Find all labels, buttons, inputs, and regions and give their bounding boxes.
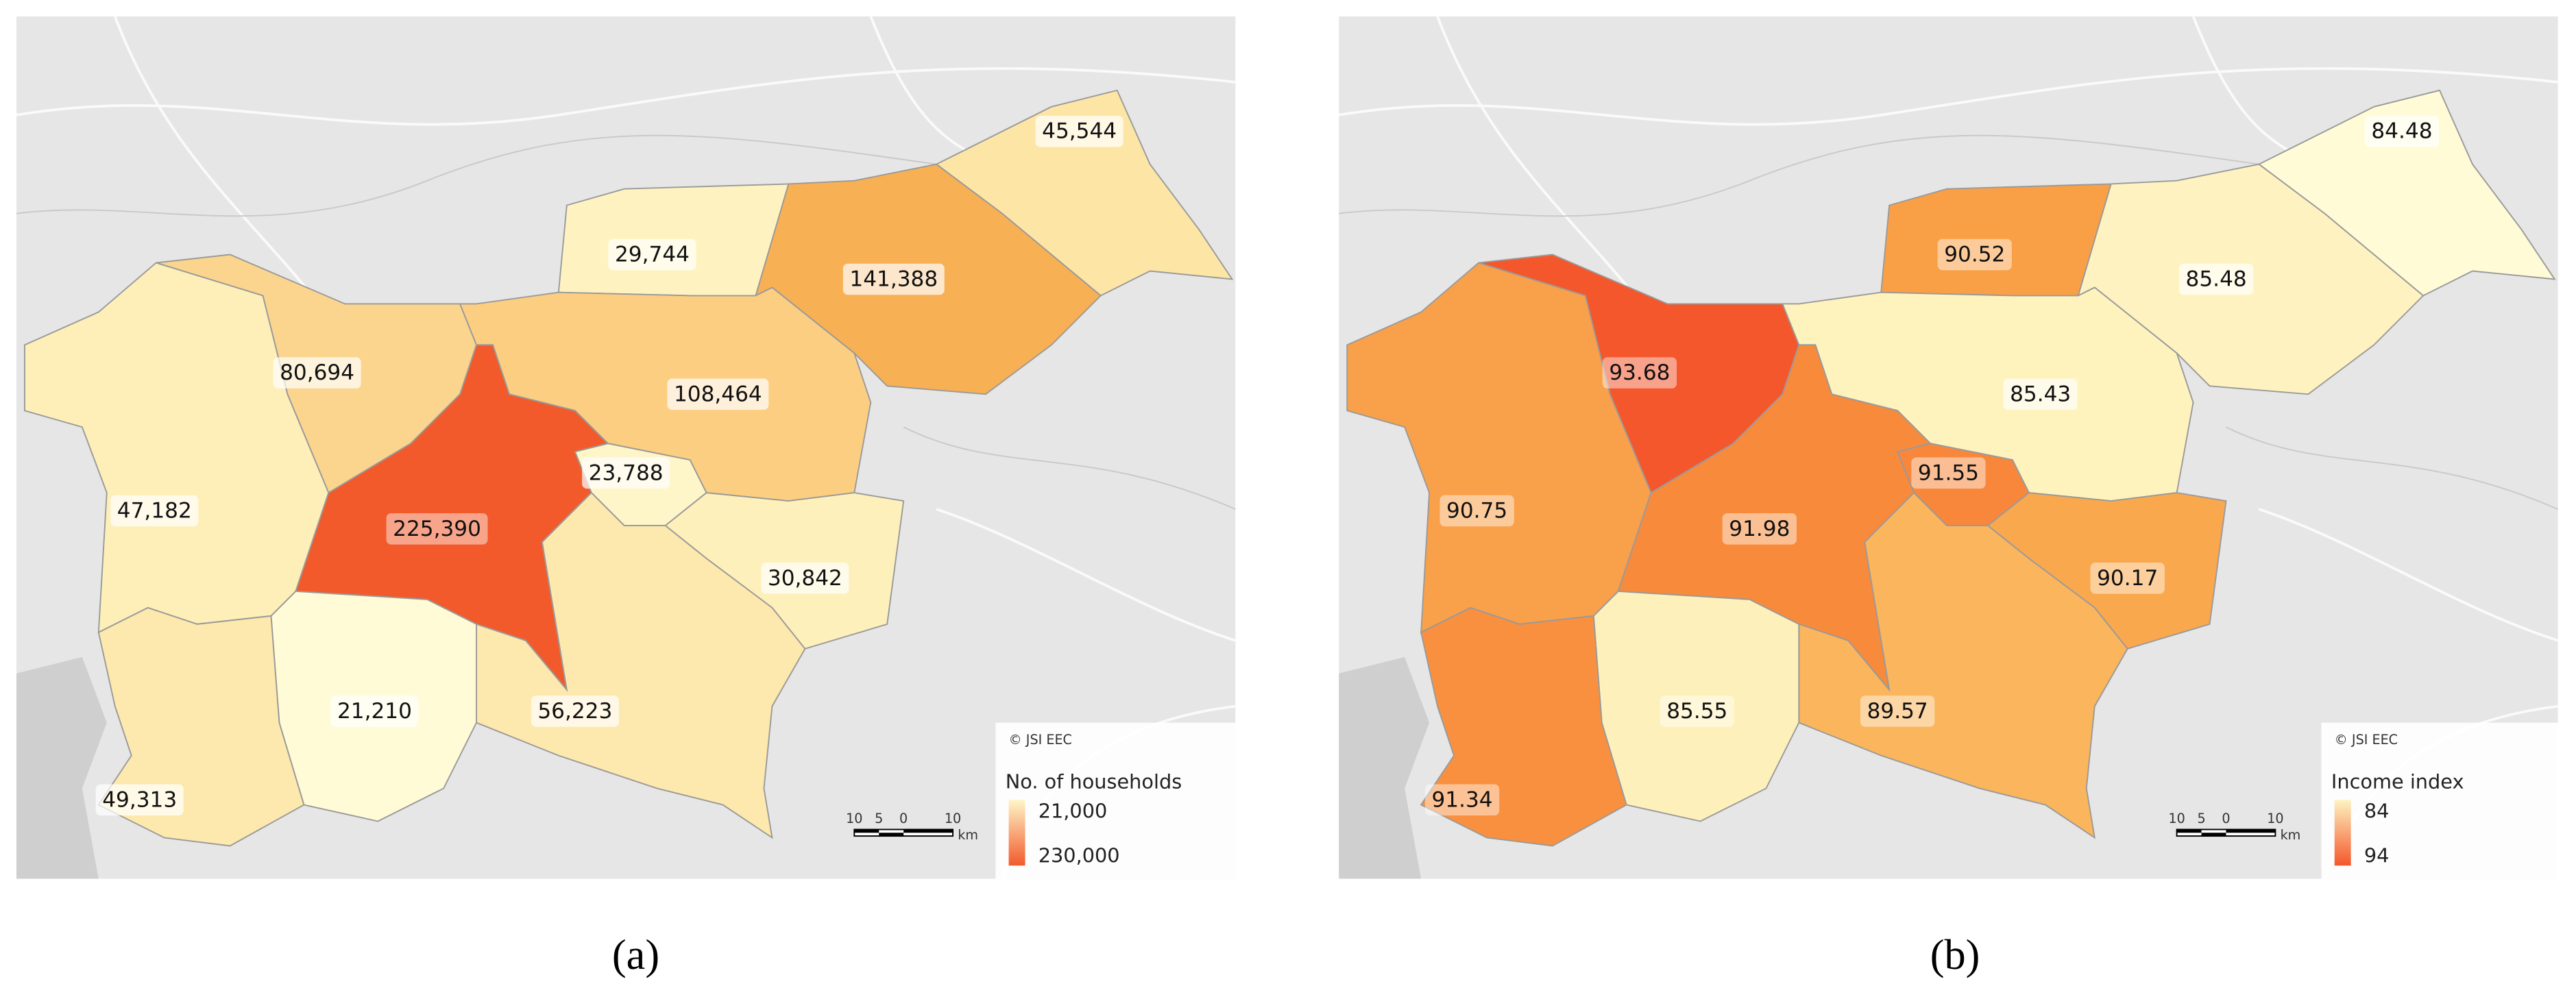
caption: (b): [1930, 931, 1980, 978]
region-label-box: [2178, 263, 2254, 295]
region-label: 80,694: [280, 360, 354, 385]
region-label: 23,788: [589, 460, 664, 485]
scale-unit: km: [2281, 827, 2301, 843]
legend-title: Income index: [2331, 770, 2464, 793]
legend-max: 94: [2364, 844, 2390, 867]
region-label: 85.43: [2010, 382, 2071, 406]
region-label-box: [2003, 378, 2078, 410]
region-label: 90.17: [2097, 566, 2158, 591]
scale-label: 10: [2168, 811, 2185, 826]
region-label: 29,744: [615, 243, 690, 267]
region-label-box: [1937, 238, 2012, 271]
region-label: 56,223: [537, 699, 612, 724]
legend-min: 84: [2364, 800, 2390, 823]
scale-label: 10: [2267, 811, 2283, 826]
region-label-box: [608, 238, 696, 271]
region-label: 93.68: [1609, 360, 1670, 385]
region-label: 84.48: [2371, 119, 2432, 144]
scale-label: 10: [846, 811, 862, 826]
region-label-box: [531, 696, 619, 727]
map-overlay: 45,544 29,744 141,388 80,694 108,464 23,788 47…: [95, 115, 1236, 978]
region-label: 30,842: [768, 566, 842, 591]
scale-label: 5: [875, 811, 883, 826]
legend-ramp: [1008, 800, 1025, 866]
region-label: 90.52: [1944, 243, 2005, 267]
region-label-box: [1035, 115, 1123, 147]
region-label-box: [95, 784, 184, 816]
legend-min: 21,000: [1038, 800, 1108, 823]
legend-max: 230,000: [1038, 844, 1120, 867]
region-label: 90.75: [1446, 498, 1507, 523]
region-label-box: [667, 378, 769, 410]
region-label-box: [2364, 115, 2440, 147]
region-label: 85.55: [1666, 699, 1727, 724]
region-label: 21,210: [337, 699, 412, 724]
region-label: 91.34: [1431, 787, 1492, 812]
region-label-box: [1860, 696, 1935, 727]
scale-bar-fill: [879, 833, 904, 837]
region-label-box: [273, 357, 361, 389]
scale-bar-fill: [2226, 829, 2276, 833]
region-label: 47,182: [117, 498, 192, 523]
scale-bar-fill: [2176, 829, 2202, 833]
region-label-box: [330, 696, 419, 727]
scale-bar-fill: [903, 829, 953, 833]
region-label-box: [1911, 457, 1986, 489]
region-label-box: [1439, 495, 1514, 527]
scale-bar-fill: [2201, 833, 2226, 837]
region-label: 141,388: [849, 267, 938, 291]
region-label-box: [386, 513, 488, 545]
region-label: 45,544: [1042, 119, 1117, 144]
region-label: 89.57: [1867, 699, 1928, 724]
region-label: 91.98: [1729, 517, 1790, 541]
region-label-box: [110, 495, 199, 527]
legend-box: [2321, 722, 2562, 879]
region-label-box: [1424, 784, 1500, 816]
legend-title: No. of households: [1006, 770, 1182, 793]
map-overlay: 84.48 90.52 85.48 93.68 85.43 91.55 90.75 91.98…: [1424, 115, 2562, 978]
region-label-box: [842, 263, 945, 295]
region-label: 225,390: [393, 517, 481, 541]
region-label-box: [1722, 513, 1797, 545]
region-label-box: [2090, 562, 2165, 594]
legend-ramp: [2334, 800, 2351, 866]
scale-label: 0: [899, 811, 908, 826]
copyright: © JSI EEC: [1009, 732, 1072, 748]
copyright: © JSI EEC: [2335, 732, 2398, 748]
region-label: 108,464: [674, 382, 762, 406]
scale-label: 5: [2197, 811, 2205, 826]
region-label-box: [1660, 696, 1734, 727]
scale-label: 10: [945, 811, 961, 826]
caption: (a): [612, 931, 659, 978]
region-label-box: [1602, 357, 1677, 389]
legend-box: [995, 722, 1236, 879]
region-label: 85.48: [2186, 267, 2247, 291]
region-label-box: [582, 457, 670, 489]
region-label: 49,313: [102, 787, 177, 812]
region-label-box: [761, 562, 849, 594]
region-label: 91.55: [1918, 460, 1979, 485]
scale-unit: km: [958, 827, 978, 843]
scale-bar-fill: [854, 829, 879, 833]
scale-label: 0: [2222, 811, 2230, 826]
